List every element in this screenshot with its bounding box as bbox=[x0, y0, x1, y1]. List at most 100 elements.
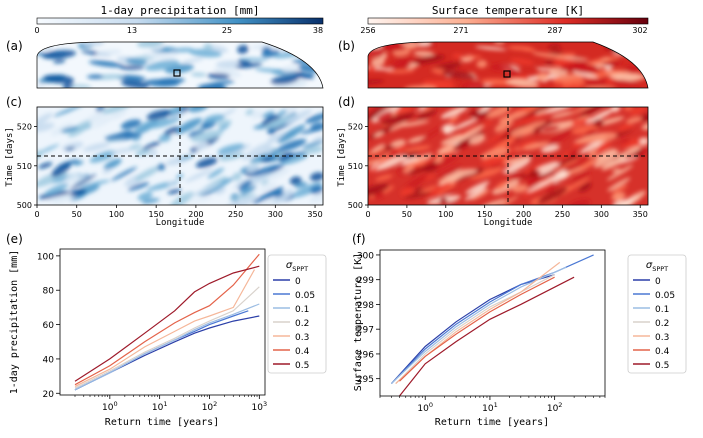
x-tick-label: 103 bbox=[252, 400, 268, 413]
field-blob bbox=[281, 154, 308, 165]
colorbar-precip-tick-1: 13 bbox=[127, 26, 137, 35]
field-blob bbox=[287, 42, 306, 48]
field-blob bbox=[281, 65, 300, 73]
series-line-0.1 bbox=[390, 266, 567, 385]
precip-map-texture bbox=[37, 42, 323, 88]
field-blob bbox=[469, 167, 503, 180]
series-line-0.3 bbox=[395, 261, 561, 385]
field-blob bbox=[296, 42, 323, 48]
field-blob bbox=[505, 78, 540, 88]
field-blob bbox=[237, 45, 249, 54]
panel-c-label: (c) bbox=[6, 95, 22, 109]
series-line-0.05 bbox=[74, 310, 249, 391]
x-tick-label: 100 bbox=[417, 401, 433, 414]
field-blob bbox=[174, 47, 194, 53]
field-blob bbox=[619, 138, 631, 145]
panel-e-label: (e) bbox=[6, 232, 23, 246]
field-blob bbox=[556, 158, 579, 171]
field-blob bbox=[167, 111, 188, 120]
field-blob bbox=[289, 176, 302, 185]
field-blob bbox=[368, 147, 386, 157]
field-blob bbox=[486, 130, 509, 144]
x-tick-label: 50 bbox=[72, 210, 82, 219]
panel-a-label: (a) bbox=[6, 39, 23, 53]
field-blob bbox=[413, 50, 435, 57]
y-tick-label: 297 bbox=[357, 326, 374, 336]
field-blob bbox=[589, 78, 599, 85]
field-blob bbox=[174, 117, 203, 135]
field-blob bbox=[368, 183, 390, 198]
panel-f-frame bbox=[379, 249, 606, 397]
field-blob bbox=[203, 43, 213, 51]
field-blob bbox=[282, 42, 310, 48]
legend-box bbox=[627, 254, 687, 374]
x-tick-label: 350 bbox=[633, 210, 648, 219]
field-blob bbox=[121, 80, 149, 88]
field-blob bbox=[460, 81, 486, 88]
field-blob bbox=[142, 51, 177, 61]
field-blob bbox=[277, 109, 287, 117]
colorbar-precip-tick-0: 0 bbox=[34, 26, 39, 35]
field-blob bbox=[218, 124, 230, 132]
y-tick-label: 299 bbox=[357, 276, 374, 286]
legend-entry-0.5: 0.5 bbox=[655, 361, 669, 371]
field-blob bbox=[417, 160, 426, 166]
panel-e-xlabel: Return time [years] bbox=[105, 417, 219, 428]
field-blob bbox=[418, 124, 446, 143]
field-blob bbox=[583, 129, 597, 139]
colorbar-precip: 1-day precipitation [mm] 0 13 25 38 bbox=[34, 4, 324, 35]
field-blob bbox=[514, 107, 536, 114]
field-blob bbox=[481, 155, 505, 166]
field-blob bbox=[389, 121, 408, 132]
field-blob bbox=[626, 116, 642, 124]
field-blob bbox=[300, 128, 321, 134]
y-tick-label: 510 bbox=[348, 162, 363, 171]
field-blob bbox=[53, 107, 83, 117]
field-blob bbox=[486, 107, 512, 118]
colorbar-temp-tick-1: 271 bbox=[453, 26, 468, 35]
field-blob bbox=[102, 107, 132, 114]
field-blob bbox=[141, 198, 160, 204]
field-blob bbox=[188, 129, 205, 138]
x-tick-label: 300 bbox=[594, 210, 609, 219]
field-blob bbox=[86, 74, 104, 79]
field-blob bbox=[475, 46, 507, 51]
legend-entry-0.2: 0.2 bbox=[655, 319, 669, 329]
field-blob bbox=[301, 73, 315, 78]
panel-f-xlabel: Return time [years] bbox=[435, 417, 549, 428]
legend-entry-0.4: 0.4 bbox=[655, 347, 670, 357]
field-blob bbox=[596, 141, 611, 152]
field-blob bbox=[133, 119, 160, 134]
field-blob bbox=[261, 46, 272, 54]
y-tick-label: 298 bbox=[357, 301, 374, 311]
x-tick-label: 0 bbox=[34, 210, 39, 219]
legend-e: σSPPT 0 0.05 0.1 0.2 0.3 0.4 0.5 bbox=[267, 254, 327, 374]
field-blob bbox=[157, 163, 166, 171]
field-blob bbox=[195, 157, 218, 168]
field-blob bbox=[83, 142, 110, 152]
field-blob bbox=[203, 114, 225, 124]
field-blob bbox=[302, 140, 323, 149]
field-blob bbox=[50, 122, 75, 136]
field-blob bbox=[434, 155, 444, 163]
field-blob bbox=[184, 168, 214, 183]
field-blob bbox=[503, 158, 531, 174]
x-tick-label: 101 bbox=[152, 400, 168, 413]
field-blob bbox=[464, 186, 488, 201]
x-tick-label: 100 bbox=[109, 210, 124, 219]
field-blob bbox=[376, 111, 393, 121]
field-blob bbox=[546, 129, 573, 147]
field-blob bbox=[235, 62, 263, 69]
field-blob bbox=[309, 192, 323, 203]
field-blob bbox=[111, 166, 138, 182]
panel-a-marker-box bbox=[173, 69, 181, 77]
panel-d: (d) 0 50 100 150 200 250 300 350 500 510 520 Longi… bbox=[337, 95, 649, 228]
field-blob bbox=[148, 148, 158, 157]
field-blob bbox=[37, 122, 55, 133]
field-blob bbox=[261, 114, 282, 126]
field-blob bbox=[643, 42, 648, 47]
colorbar-temp-tick-0: 256 bbox=[360, 26, 375, 35]
y-tick-label: 80 bbox=[43, 287, 55, 297]
legend-box bbox=[267, 254, 327, 374]
